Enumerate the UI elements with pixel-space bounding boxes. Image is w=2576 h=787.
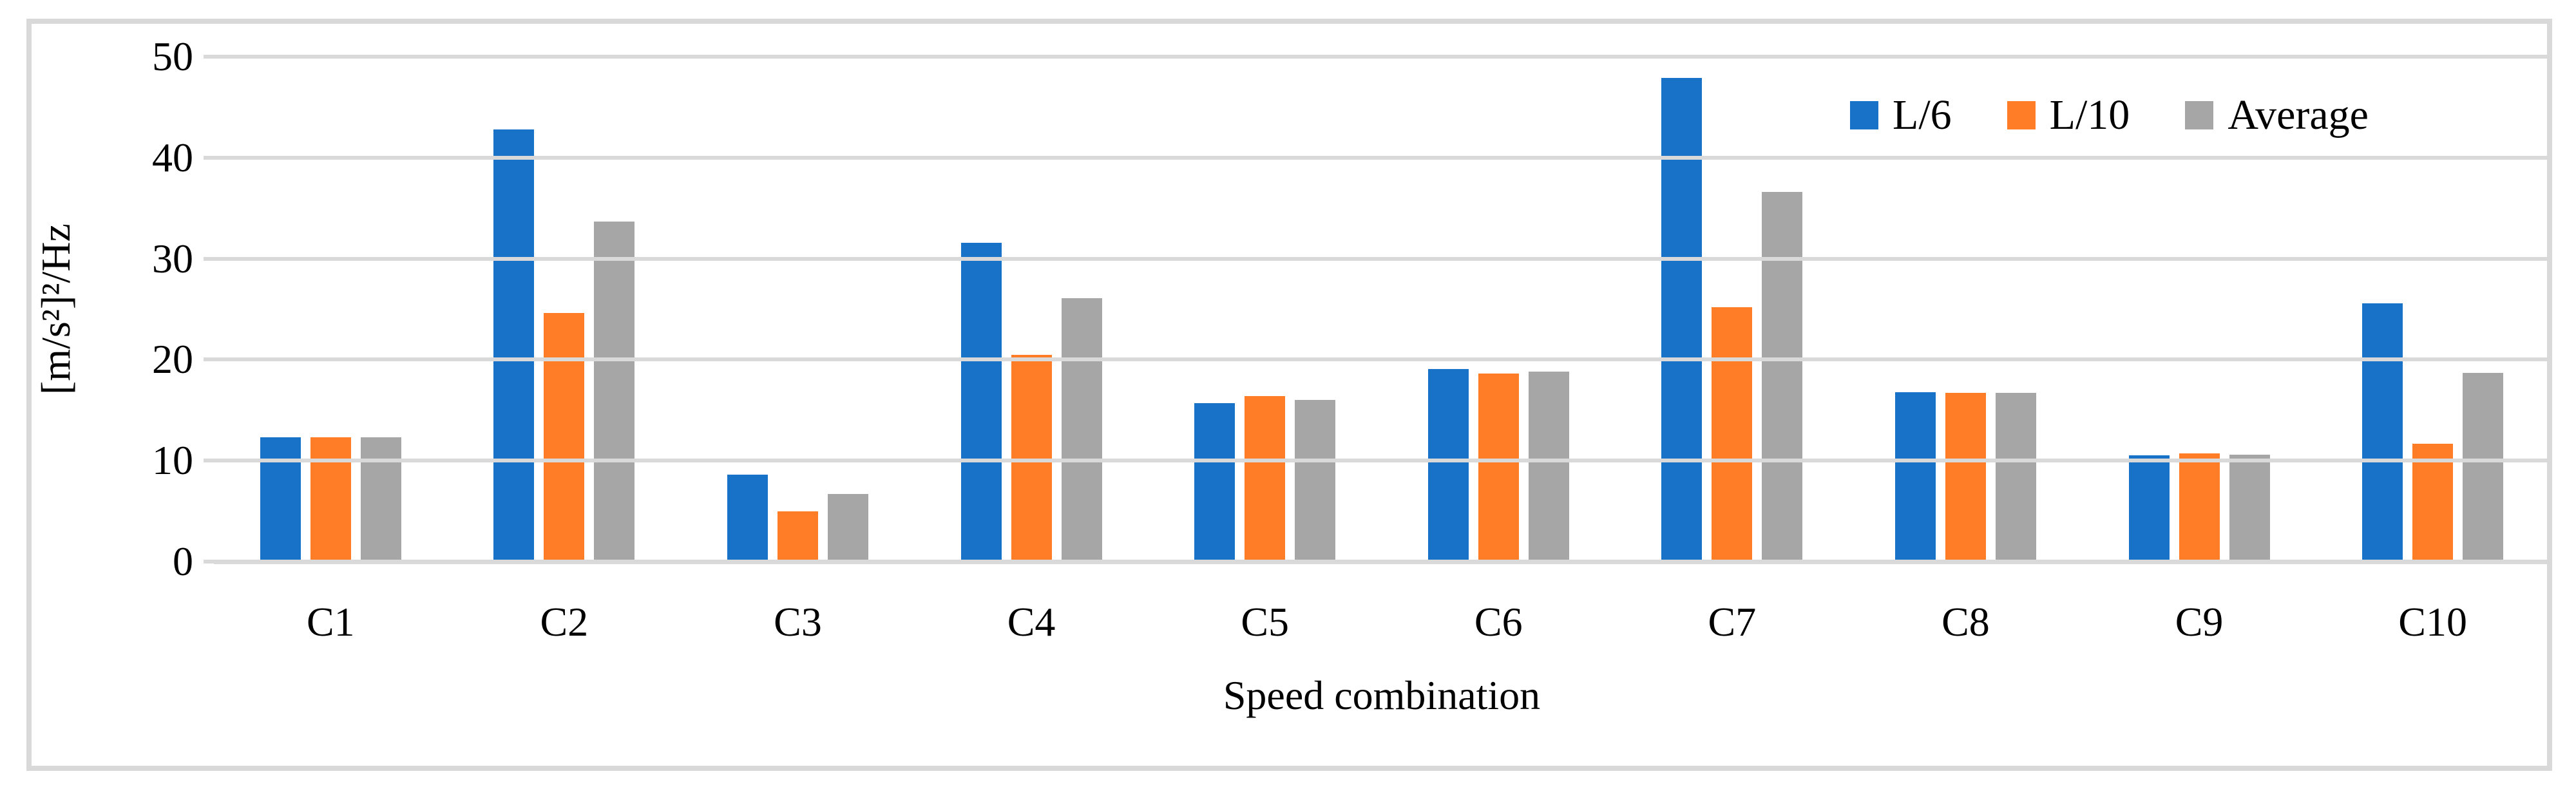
x-tick-label-c5: C5 xyxy=(1241,599,1290,645)
bar-l-6-c4 xyxy=(960,243,1002,560)
y-tick-mark xyxy=(204,560,214,564)
figure-frame xyxy=(26,19,2552,771)
y-tick-mark xyxy=(204,156,214,160)
bar-l-6-c8 xyxy=(1894,392,1936,560)
bar-group-c9 xyxy=(2083,453,2316,562)
legend: L/6 L/10 Average xyxy=(1850,94,2369,137)
x-tick-label-c6: C6 xyxy=(1474,599,1523,645)
bar-l-10-c6 xyxy=(1478,374,1519,560)
bar-average-c10 xyxy=(2463,373,2504,560)
y-tick-label: 20 xyxy=(152,336,193,382)
bar-l-6-c9 xyxy=(2128,455,2170,560)
bar-average-c1 xyxy=(360,437,401,560)
bar-group-c8 xyxy=(1849,392,2083,562)
bar-l-10-c7 xyxy=(1712,307,1753,560)
gridline xyxy=(214,357,2550,361)
x-tick-label-c3: C3 xyxy=(774,599,822,645)
bar-l-10-c4 xyxy=(1011,355,1052,560)
bar-group-c10 xyxy=(2316,303,2550,562)
x-tick-label-c8: C8 xyxy=(1942,599,1990,645)
x-tick-label-c10: C10 xyxy=(2398,599,2467,645)
bar-l-6-c10 xyxy=(2362,303,2403,560)
y-tick-mark xyxy=(204,357,214,361)
plot-area xyxy=(204,55,2550,564)
legend-swatch-icon xyxy=(2185,101,2214,129)
y-tick-label: 10 xyxy=(152,437,193,483)
bar-l-10-c10 xyxy=(2412,444,2454,560)
gridline xyxy=(214,55,2550,59)
bar-group-c6 xyxy=(1382,369,1616,562)
legend-label: L/6 xyxy=(1893,91,1952,138)
x-tick-label-c7: C7 xyxy=(1708,599,1757,645)
x-axis-tick-labels: C1 C2 C3 C4 C5 C6 C7 C8 C9 C10 xyxy=(214,598,2550,647)
bar-l-10-c3 xyxy=(777,511,818,560)
bar-average-c9 xyxy=(2229,455,2270,560)
gridline xyxy=(214,459,2550,462)
bar-l-6-c5 xyxy=(1194,403,1236,560)
bar-average-c2 xyxy=(594,222,635,560)
bar-group-c5 xyxy=(1148,396,1382,562)
bar-l-6-c7 xyxy=(1661,78,1703,560)
bars-layer xyxy=(214,57,2550,562)
y-tick-mark xyxy=(204,257,214,261)
bar-l-10-c5 xyxy=(1245,396,1286,560)
bar-l-10-c8 xyxy=(1945,393,1986,560)
bar-l-6-c1 xyxy=(260,437,301,560)
bar-average-c3 xyxy=(827,494,868,560)
x-tick-label-c2: C2 xyxy=(540,599,589,645)
gridline xyxy=(214,257,2550,261)
bar-average-c5 xyxy=(1295,400,1336,560)
legend-label: Average xyxy=(2228,91,2369,138)
x-tick-label-c4: C4 xyxy=(1007,599,1056,645)
bar-group-c7 xyxy=(1616,78,1849,562)
y-tick-mark xyxy=(204,459,214,462)
bar-l-10-c9 xyxy=(2179,453,2220,560)
bar-l-6-c6 xyxy=(1427,369,1469,560)
y-tick-label: 30 xyxy=(152,236,193,281)
y-tick-label: 0 xyxy=(173,538,193,584)
bar-group-c4 xyxy=(915,243,1149,562)
legend-label: L/10 xyxy=(2049,91,2130,138)
bar-l-10-c1 xyxy=(310,437,351,560)
x-tick-label-c9: C9 xyxy=(2175,599,2224,645)
y-tick-label: 40 xyxy=(152,135,193,180)
bar-group-c1 xyxy=(214,437,448,562)
bar-average-c6 xyxy=(1528,372,1569,560)
legend-item-average: Average xyxy=(2185,94,2369,137)
bar-group-c3 xyxy=(681,475,915,562)
legend-item-l-6: L/6 xyxy=(1850,94,1952,137)
bar-group-c2 xyxy=(448,129,682,562)
bar-average-c4 xyxy=(1061,298,1102,560)
x-tick-label-c1: C1 xyxy=(306,599,355,645)
y-tick-label: 50 xyxy=(152,33,193,79)
bar-average-c7 xyxy=(1762,192,1803,560)
bar-average-c8 xyxy=(1995,393,2036,560)
y-axis-title: [m/s²]²/Hz xyxy=(33,223,79,395)
legend-swatch-icon xyxy=(2007,101,2036,129)
legend-swatch-icon xyxy=(1850,101,1878,129)
bar-l-6-c2 xyxy=(493,129,535,560)
bar-l-6-c3 xyxy=(727,475,768,560)
gridline xyxy=(214,156,2550,160)
bar-l-10-c2 xyxy=(544,313,585,560)
x-axis-line xyxy=(214,560,2550,564)
legend-item-l-10: L/10 xyxy=(2007,94,2130,137)
y-tick-mark xyxy=(204,55,214,59)
x-axis-title: Speed combination xyxy=(1223,672,1541,718)
